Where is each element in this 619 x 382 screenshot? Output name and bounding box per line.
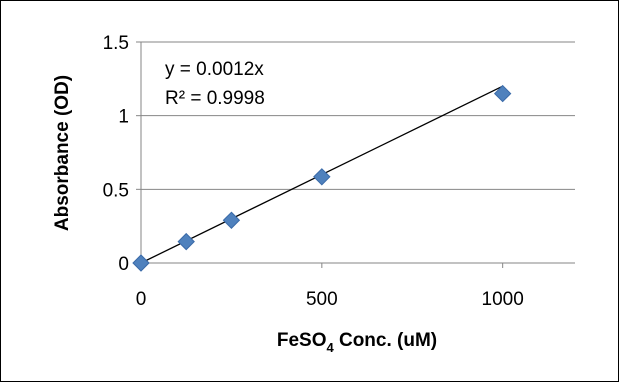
data-point — [177, 232, 195, 251]
x-axis-title-main: FeSO — [277, 330, 327, 351]
data-point — [222, 211, 241, 229]
x-axis-title-subscript: 4 — [326, 340, 334, 355]
x-tick-labels: 0 500 1000 — [136, 289, 524, 310]
y-tick-label: 1 — [118, 107, 129, 128]
x-tick-label: 0 — [136, 289, 147, 310]
y-tick-label: 0.5 — [103, 180, 129, 201]
y-axis-title: Absorbance (OD) — [52, 75, 73, 231]
y-tick-label: 1.5 — [103, 33, 129, 54]
gridlines — [141, 41, 575, 190]
trendline-r-squared: R² = 0.9998 — [165, 88, 265, 109]
data-point — [313, 168, 331, 186]
data-point — [132, 254, 150, 272]
data-point — [493, 84, 512, 103]
x-tick-label: 1000 — [482, 289, 524, 310]
x-axis-title-rest: Conc. (uM) — [334, 330, 437, 351]
x-axis-title: FeSO4 Conc. (uM) — [277, 330, 437, 355]
y-tick-labels: 0 0.5 1 1.5 — [103, 33, 129, 275]
y-tick-label: 0 — [118, 254, 129, 275]
data-points — [132, 84, 512, 272]
x-tick-label: 500 — [306, 289, 338, 310]
trendline-equation: y = 0.0012x — [165, 59, 264, 80]
